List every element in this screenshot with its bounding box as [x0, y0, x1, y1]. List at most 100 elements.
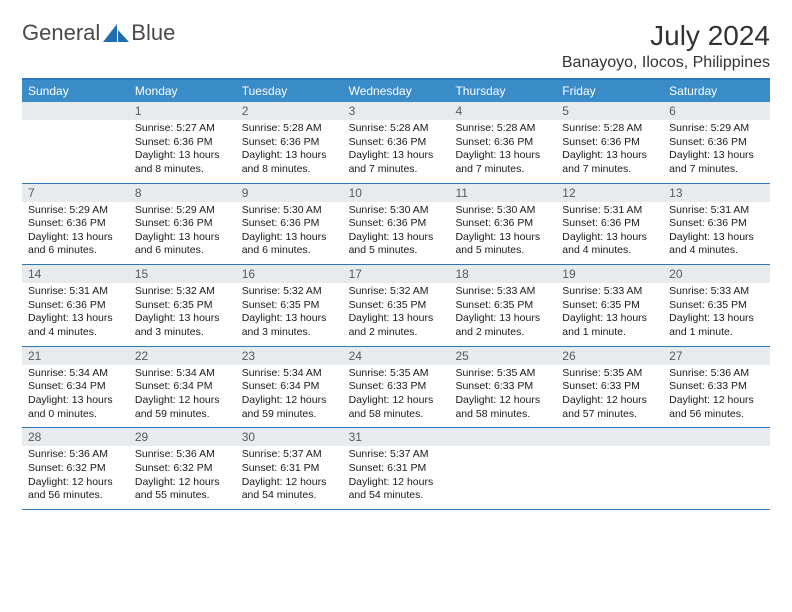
sunset-text: Sunset: 6:31 PM	[349, 462, 444, 476]
weekday-header-row: SundayMondayTuesdayWednesdayThursdayFrid…	[22, 80, 770, 102]
location-label: Banayoyo, Ilocos, Philippines	[562, 54, 770, 72]
weekday-wednesday: Wednesday	[343, 80, 450, 102]
day-body: Sunrise: 5:36 AMSunset: 6:32 PMDaylight:…	[22, 446, 129, 509]
day-body: Sunrise: 5:33 AMSunset: 6:35 PMDaylight:…	[663, 283, 770, 346]
daylight-text: Daylight: 12 hours and 59 minutes.	[135, 394, 230, 421]
daylight-text: Daylight: 13 hours and 0 minutes.	[28, 394, 123, 421]
logo-text-general: General	[22, 20, 100, 46]
sunset-text: Sunset: 6:35 PM	[242, 299, 337, 313]
day-cell: 3Sunrise: 5:28 AMSunset: 6:36 PMDaylight…	[343, 102, 450, 183]
weekday-friday: Friday	[556, 80, 663, 102]
sunset-text: Sunset: 6:36 PM	[349, 136, 444, 150]
daylight-text: Daylight: 13 hours and 4 minutes.	[562, 231, 657, 258]
day-number: 17	[343, 265, 450, 283]
day-number: 15	[129, 265, 236, 283]
day-number: 28	[22, 428, 129, 446]
day-body: Sunrise: 5:31 AMSunset: 6:36 PMDaylight:…	[663, 202, 770, 265]
day-cell: 20Sunrise: 5:33 AMSunset: 6:35 PMDayligh…	[663, 265, 770, 346]
day-cell: 9Sunrise: 5:30 AMSunset: 6:36 PMDaylight…	[236, 184, 343, 265]
logo-sail-icon	[102, 20, 129, 46]
day-body: Sunrise: 5:30 AMSunset: 6:36 PMDaylight:…	[449, 202, 556, 265]
sunset-text: Sunset: 6:36 PM	[349, 217, 444, 231]
daylight-text: Daylight: 13 hours and 1 minute.	[669, 312, 764, 339]
day-cell: 11Sunrise: 5:30 AMSunset: 6:36 PMDayligh…	[449, 184, 556, 265]
daylight-text: Daylight: 13 hours and 1 minute.	[562, 312, 657, 339]
daylight-text: Daylight: 13 hours and 3 minutes.	[242, 312, 337, 339]
sunset-text: Sunset: 6:36 PM	[242, 217, 337, 231]
day-body: Sunrise: 5:28 AMSunset: 6:36 PMDaylight:…	[449, 120, 556, 183]
day-number: 6	[663, 102, 770, 120]
day-body: Sunrise: 5:35 AMSunset: 6:33 PMDaylight:…	[449, 365, 556, 428]
day-cell: 12Sunrise: 5:31 AMSunset: 6:36 PMDayligh…	[556, 184, 663, 265]
sunrise-text: Sunrise: 5:34 AM	[242, 367, 337, 381]
sunrise-text: Sunrise: 5:29 AM	[28, 204, 123, 218]
sunrise-text: Sunrise: 5:29 AM	[135, 204, 230, 218]
day-number: 4	[449, 102, 556, 120]
sunrise-text: Sunrise: 5:34 AM	[28, 367, 123, 381]
day-cell-empty	[449, 428, 556, 509]
daylight-text: Daylight: 13 hours and 7 minutes.	[455, 149, 550, 176]
day-cell: 28Sunrise: 5:36 AMSunset: 6:32 PMDayligh…	[22, 428, 129, 509]
logo-text-blue: Blue	[131, 20, 175, 46]
week-row: 21Sunrise: 5:34 AMSunset: 6:34 PMDayligh…	[22, 347, 770, 429]
day-number: 23	[236, 347, 343, 365]
sunrise-text: Sunrise: 5:30 AM	[349, 204, 444, 218]
sunrise-text: Sunrise: 5:34 AM	[135, 367, 230, 381]
day-body: Sunrise: 5:34 AMSunset: 6:34 PMDaylight:…	[129, 365, 236, 428]
sunrise-text: Sunrise: 5:35 AM	[349, 367, 444, 381]
sunrise-text: Sunrise: 5:29 AM	[669, 122, 764, 136]
day-cell: 15Sunrise: 5:32 AMSunset: 6:35 PMDayligh…	[129, 265, 236, 346]
sunset-text: Sunset: 6:36 PM	[455, 217, 550, 231]
day-body: Sunrise: 5:28 AMSunset: 6:36 PMDaylight:…	[236, 120, 343, 183]
week-row: 7Sunrise: 5:29 AMSunset: 6:36 PMDaylight…	[22, 184, 770, 266]
sunset-text: Sunset: 6:33 PM	[562, 380, 657, 394]
week-row: 14Sunrise: 5:31 AMSunset: 6:36 PMDayligh…	[22, 265, 770, 347]
sunset-text: Sunset: 6:36 PM	[28, 217, 123, 231]
day-number	[449, 428, 556, 446]
daylight-text: Daylight: 13 hours and 5 minutes.	[349, 231, 444, 258]
daylight-text: Daylight: 12 hours and 55 minutes.	[135, 476, 230, 503]
day-cell-empty	[663, 428, 770, 509]
day-cell: 6Sunrise: 5:29 AMSunset: 6:36 PMDaylight…	[663, 102, 770, 183]
daylight-text: Daylight: 13 hours and 2 minutes.	[349, 312, 444, 339]
sunset-text: Sunset: 6:36 PM	[242, 136, 337, 150]
day-cell: 14Sunrise: 5:31 AMSunset: 6:36 PMDayligh…	[22, 265, 129, 346]
day-number: 7	[22, 184, 129, 202]
day-body: Sunrise: 5:34 AMSunset: 6:34 PMDaylight:…	[22, 365, 129, 428]
day-body: Sunrise: 5:32 AMSunset: 6:35 PMDaylight:…	[236, 283, 343, 346]
day-body: Sunrise: 5:29 AMSunset: 6:36 PMDaylight:…	[129, 202, 236, 265]
daylight-text: Daylight: 13 hours and 8 minutes.	[135, 149, 230, 176]
sunset-text: Sunset: 6:32 PM	[135, 462, 230, 476]
day-number: 30	[236, 428, 343, 446]
sunset-text: Sunset: 6:33 PM	[455, 380, 550, 394]
sunrise-text: Sunrise: 5:31 AM	[28, 285, 123, 299]
day-cell: 18Sunrise: 5:33 AMSunset: 6:35 PMDayligh…	[449, 265, 556, 346]
day-cell: 2Sunrise: 5:28 AMSunset: 6:36 PMDaylight…	[236, 102, 343, 183]
day-body: Sunrise: 5:29 AMSunset: 6:36 PMDaylight:…	[663, 120, 770, 183]
day-number: 14	[22, 265, 129, 283]
day-number: 20	[663, 265, 770, 283]
month-year-title: July 2024	[562, 20, 770, 52]
day-cell: 31Sunrise: 5:37 AMSunset: 6:31 PMDayligh…	[343, 428, 450, 509]
sunset-text: Sunset: 6:33 PM	[669, 380, 764, 394]
daylight-text: Daylight: 12 hours and 56 minutes.	[28, 476, 123, 503]
day-number: 22	[129, 347, 236, 365]
day-cell-empty	[22, 102, 129, 183]
daylight-text: Daylight: 13 hours and 4 minutes.	[669, 231, 764, 258]
day-number: 18	[449, 265, 556, 283]
day-number: 27	[663, 347, 770, 365]
sunrise-text: Sunrise: 5:33 AM	[562, 285, 657, 299]
day-body: Sunrise: 5:30 AMSunset: 6:36 PMDaylight:…	[343, 202, 450, 265]
day-cell: 22Sunrise: 5:34 AMSunset: 6:34 PMDayligh…	[129, 347, 236, 428]
day-number: 8	[129, 184, 236, 202]
sunrise-text: Sunrise: 5:31 AM	[669, 204, 764, 218]
sunrise-text: Sunrise: 5:32 AM	[242, 285, 337, 299]
sunset-text: Sunset: 6:32 PM	[28, 462, 123, 476]
day-number: 21	[22, 347, 129, 365]
day-body: Sunrise: 5:30 AMSunset: 6:36 PMDaylight:…	[236, 202, 343, 265]
day-cell: 24Sunrise: 5:35 AMSunset: 6:33 PMDayligh…	[343, 347, 450, 428]
daylight-text: Daylight: 13 hours and 2 minutes.	[455, 312, 550, 339]
day-cell-empty	[556, 428, 663, 509]
day-cell: 17Sunrise: 5:32 AMSunset: 6:35 PMDayligh…	[343, 265, 450, 346]
sunset-text: Sunset: 6:34 PM	[242, 380, 337, 394]
